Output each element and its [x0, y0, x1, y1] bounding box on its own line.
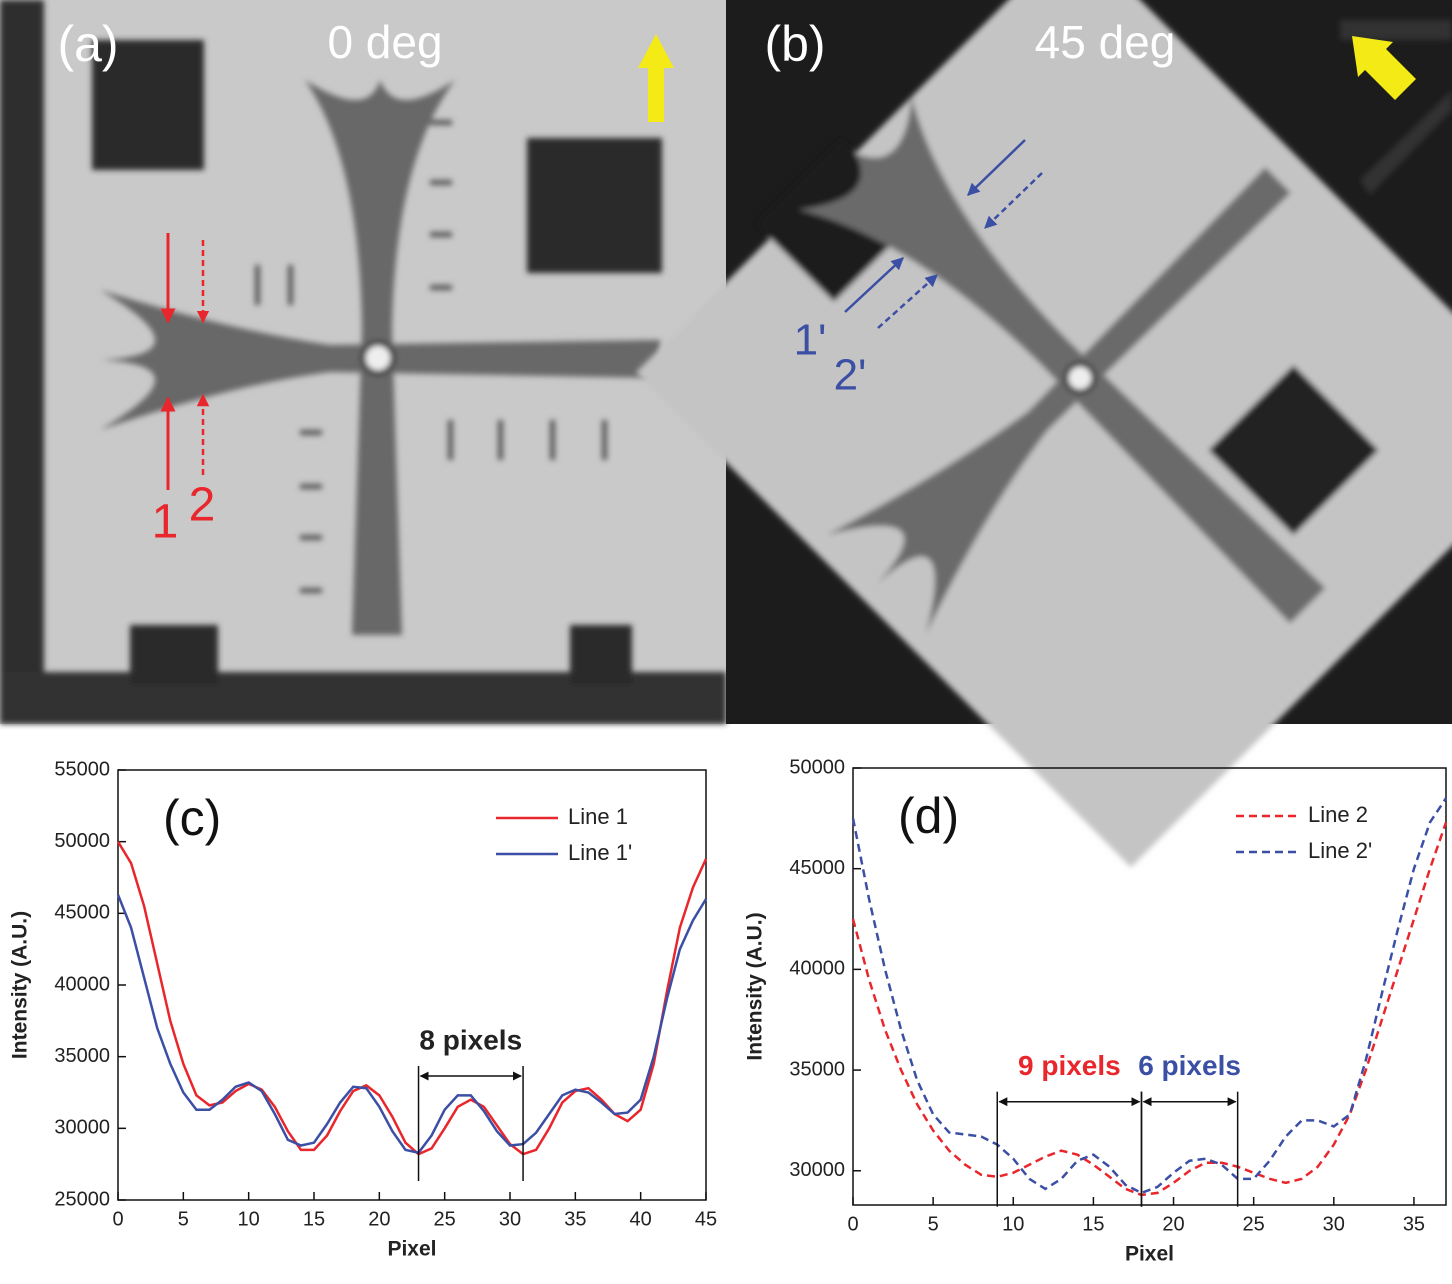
y-tick-label: 40000	[789, 958, 845, 980]
x-tick-label: 5	[178, 1208, 189, 1230]
marker-label: 2	[189, 479, 216, 532]
data-line	[116, 894, 708, 1155]
x-tick-label: 20	[368, 1208, 390, 1230]
y-axis-label: Intensity (A.U.)	[9, 911, 32, 1059]
x-tick-label: 35	[564, 1208, 586, 1230]
legend-label: Line 2'	[1308, 838, 1372, 863]
y-tick-label: 40000	[54, 973, 110, 995]
legend-label: Line 2	[1308, 802, 1368, 827]
x-axis-label: Pixel	[1125, 1243, 1174, 1266]
data-line	[851, 797, 1448, 1195]
panel-label: (a)	[57, 16, 118, 72]
marker-label: 1'	[794, 316, 827, 365]
data-line	[851, 821, 1448, 1197]
y-tick-label: 25000	[54, 1188, 110, 1210]
marker-label: 2'	[834, 351, 867, 400]
y-tick-label: 45000	[54, 902, 110, 924]
x-tick-label: 30	[1323, 1213, 1345, 1235]
marker-label: 1	[152, 496, 179, 549]
x-tick-label: 5	[928, 1213, 939, 1235]
photo-b: (b) 45 deg 1' 2'	[635, 0, 1452, 868]
annotation: 9 pixels	[1018, 1050, 1121, 1081]
x-tick-label: 10	[238, 1208, 260, 1230]
annotation: 6 pixels	[1138, 1050, 1241, 1081]
x-tick-label: 15	[1082, 1213, 1104, 1235]
y-tick-label: 35000	[54, 1045, 110, 1067]
y-tick-label: 30000	[54, 1117, 110, 1139]
y-tick-label: 55000	[54, 758, 110, 780]
x-tick-label: 25	[434, 1208, 456, 1230]
photo-a: (a) 0 deg 1 2	[0, 0, 726, 724]
x-tick-label: 30	[499, 1208, 521, 1230]
angle-label: 0 deg	[327, 16, 442, 68]
x-tick-label: 10	[1002, 1213, 1024, 1235]
x-tick-label: 40	[630, 1208, 652, 1230]
x-tick-label: 20	[1162, 1213, 1184, 1235]
x-tick-label: 35	[1403, 1213, 1425, 1235]
panel-label: (b)	[764, 16, 825, 72]
panel-label: (d)	[898, 788, 959, 844]
x-axis-label: Pixel	[387, 1238, 436, 1261]
data-line	[116, 841, 708, 1156]
x-tick-label: 15	[303, 1208, 325, 1230]
y-tick-label: 35000	[789, 1058, 845, 1080]
panel-label: (c)	[163, 790, 221, 846]
x-tick-label: 0	[847, 1213, 858, 1235]
legend-label: Line 1	[568, 804, 628, 829]
y-tick-label: 50000	[789, 756, 845, 778]
plot-frame	[852, 767, 1447, 1206]
angle-label: 45 deg	[1035, 16, 1176, 68]
y-axis-label: Intensity (A.U.)	[744, 912, 767, 1060]
x-tick-label: 25	[1243, 1213, 1265, 1235]
y-tick-label: 30000	[789, 1159, 845, 1181]
legend-label: Line 1'	[568, 840, 632, 865]
annotation: 8 pixels	[419, 1024, 522, 1055]
y-tick-label: 50000	[54, 830, 110, 852]
y-tick-label: 45000	[789, 857, 845, 879]
x-tick-label: 45	[695, 1208, 717, 1230]
x-tick-label: 0	[112, 1208, 123, 1230]
